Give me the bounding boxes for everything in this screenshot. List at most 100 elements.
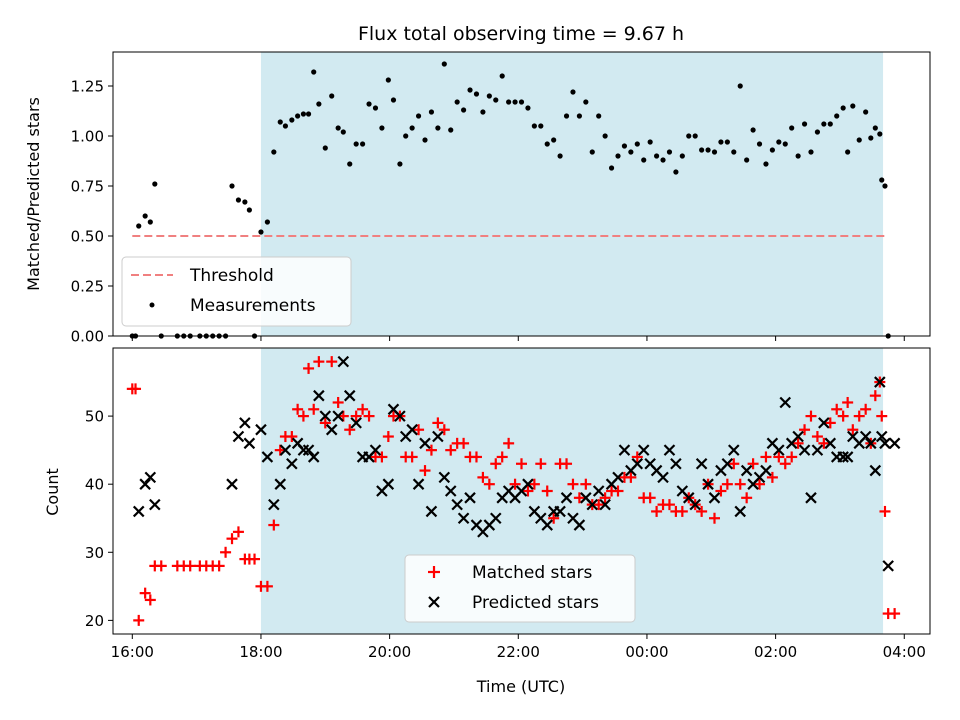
bottom-x-axis: 16:00 18:00 20:00 22:00 00:00 02:00 04:00 <box>111 634 926 661</box>
measurement-point-100 <box>763 161 769 167</box>
top-legend: Threshold Measurements <box>121 256 352 327</box>
measurements-legend-swatch <box>149 302 155 308</box>
measurement-point-36 <box>353 141 359 147</box>
predicted-point-98 <box>824 437 837 450</box>
bottom-legend-box <box>404 554 636 623</box>
measurement-point-79 <box>628 149 634 155</box>
matched-point-46 <box>413 424 425 436</box>
matched-point-57 <box>483 478 495 490</box>
predicted-point-84 <box>734 505 747 518</box>
bottom-ytick-label-0: 20 <box>85 612 104 630</box>
predicted-point-40 <box>451 498 463 511</box>
matched-point-70 <box>567 478 579 490</box>
bottom-xtick-label-4: 00:00 <box>625 643 668 661</box>
bottom-panel: 20 30 40 50 16:00 18:00 20:00 22:00 00:00 02:00 0… <box>43 347 931 696</box>
matched-point-74 <box>593 499 605 511</box>
measurement-point-112 <box>840 105 846 111</box>
matched-point-27 <box>297 410 309 422</box>
measurement-point-86 <box>673 169 679 175</box>
measurement-point-117 <box>868 135 874 141</box>
predicted-point-7 <box>243 437 256 450</box>
bottom-ytick-label-3: 50 <box>85 408 104 426</box>
predicted-point-21 <box>332 410 344 422</box>
predicted-point-5 <box>232 430 245 443</box>
measurement-point-18 <box>246 207 252 213</box>
matched-point-3 <box>139 587 151 599</box>
matched-point-90 <box>696 505 708 517</box>
bottom-legend: Matched stars Predicted stars <box>404 554 636 623</box>
measurement-point-88 <box>686 133 692 139</box>
predicted-point-2 <box>144 471 157 484</box>
matched-point-32 <box>326 356 338 368</box>
measurement-point-99 <box>756 141 763 147</box>
matched-point-102 <box>773 451 785 463</box>
predicted-point-82 <box>721 457 734 470</box>
measurement-point-26 <box>295 113 301 119</box>
bottom-ytick-label-2: 40 <box>85 476 104 494</box>
predicted-point-11 <box>274 478 287 490</box>
matched-point-72 <box>580 478 592 490</box>
predicted-legend-label: Predicted stars <box>472 593 599 613</box>
top-y-label: Matched/Predicted stars <box>24 97 43 291</box>
predicted-point-73 <box>663 444 676 456</box>
bottom-y-label: Count <box>43 468 62 516</box>
measurement-point-95 <box>731 149 737 155</box>
measurement-point-20 <box>258 229 264 235</box>
matched-point-55 <box>470 451 482 463</box>
bottom-xtick-label-2: 20:00 <box>368 643 411 661</box>
predicted-point-3 <box>149 498 161 511</box>
bottom-plot-frame <box>112 347 931 635</box>
predicted-point-9 <box>261 451 274 463</box>
matched-point-103 <box>779 458 791 470</box>
measurement-point-102 <box>776 139 782 145</box>
measurement-point-121 <box>882 183 888 189</box>
measurement-point-109 <box>821 121 827 127</box>
measurement-point-30 <box>316 101 322 107</box>
predicted-point-1 <box>139 478 151 490</box>
matched-point-109 <box>818 437 830 449</box>
matched-point-114 <box>847 424 859 436</box>
measurement-point-75 <box>602 133 608 139</box>
measurement-point-62 <box>518 99 525 105</box>
matched-point-64 <box>528 478 540 490</box>
matched-point-53 <box>458 437 470 449</box>
predicted-point-110 <box>882 560 894 572</box>
top-panel: 0.00 0.25 0.50 0.75 1.00 1.25 Flux total obse… <box>24 23 931 346</box>
predicted-point-29 <box>382 478 395 490</box>
matched-point-80 <box>631 451 643 463</box>
measurement-point-93 <box>718 139 724 145</box>
predicted-point-34 <box>412 478 425 490</box>
matched-point-47 <box>419 465 431 477</box>
matched-point-62 <box>516 458 527 470</box>
predicted-point-85 <box>740 464 753 477</box>
top-legend-box <box>121 256 352 327</box>
measurement-point-32 <box>329 93 335 99</box>
measurement-point-83 <box>653 153 660 159</box>
measurement-point-106 <box>801 121 808 127</box>
predicted-point-20 <box>325 423 338 436</box>
matched-point-116 <box>860 403 872 415</box>
top-ytick-label-1: 0.25 <box>71 278 104 296</box>
predicted-point-18 <box>313 389 325 402</box>
bottom-count-points <box>126 355 901 626</box>
measurement-point-43 <box>397 161 403 167</box>
matched-point-61 <box>509 478 521 490</box>
matched-point-77 <box>612 485 624 497</box>
predicted-point-4 <box>226 478 238 490</box>
measurement-point-105 <box>795 153 801 159</box>
matched-point-112 <box>837 410 849 422</box>
measurement-point-54 <box>467 87 473 93</box>
measurement-point-90 <box>699 147 705 153</box>
measurement-point-33 <box>335 125 341 131</box>
measurement-point-24 <box>282 123 289 129</box>
matched-point-25 <box>286 431 298 443</box>
predicted-point-111 <box>888 437 901 450</box>
matched-point-107 <box>805 410 817 422</box>
measurement-point-5 <box>152 181 158 187</box>
measurement-point-44 <box>403 133 409 139</box>
measurement-point-31 <box>322 145 328 151</box>
matched-point-45 <box>406 451 418 463</box>
measurement-point-16 <box>235 197 242 203</box>
matched-point-123 <box>889 608 901 620</box>
